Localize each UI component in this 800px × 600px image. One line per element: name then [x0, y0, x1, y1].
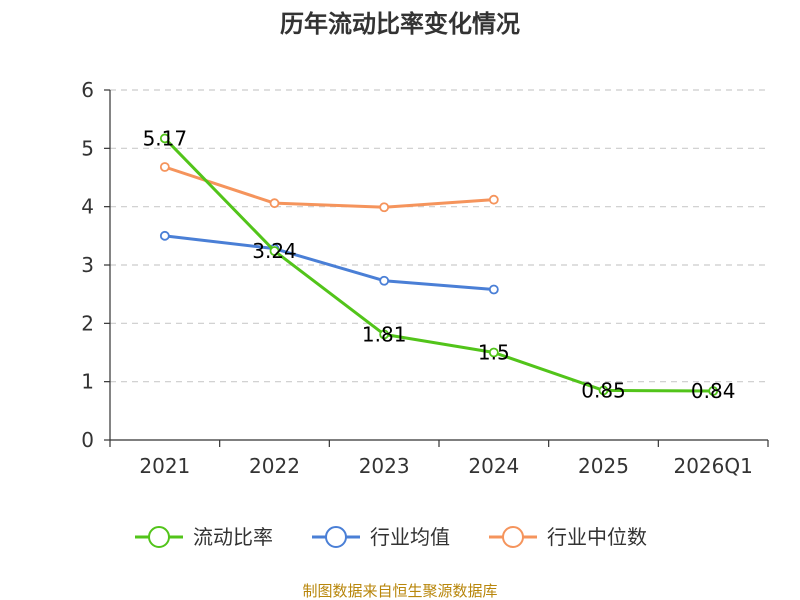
legend-swatch-marker [502, 526, 524, 548]
data-point [159, 133, 170, 144]
data-point [708, 386, 719, 396]
legend-label: 行业均值 [370, 525, 450, 549]
legend: 流动比率 行业均值 行业中位数 [135, 525, 647, 549]
data-point [488, 284, 499, 295]
data-label: 3.24 [252, 239, 297, 263]
chart-title: 历年流动比率变化情况 [280, 10, 520, 38]
data-label: 0.84 [691, 379, 736, 403]
y-tick-label: 2 [81, 311, 94, 335]
legend-label: 行业中位数 [547, 525, 647, 549]
data-point [379, 202, 390, 213]
legend-label: 流动比率 [193, 525, 273, 549]
data-point [159, 230, 170, 241]
x-tick-label: 2024 [468, 454, 519, 478]
data-label: 5.17 [143, 126, 188, 150]
data-labels: 5.17 3.24 1.81 1.5 0.85 0.84 [143, 126, 736, 403]
data-point [379, 275, 390, 286]
data-point [598, 385, 609, 396]
data-point [269, 246, 280, 256]
legend-item: 行业中位数 [489, 525, 647, 549]
y-tick-label: 5 [81, 136, 94, 160]
x-tick-label: 2022 [249, 454, 300, 478]
x-tick-label: 2025 [578, 454, 629, 478]
y-tick-label: 1 [81, 370, 94, 394]
y-tick-label: 6 [81, 78, 94, 102]
series [159, 133, 719, 396]
axes: 0 1 2 3 4 5 6 2021 2022 2023 2024 2025 2026Q1 [81, 78, 769, 478]
x-tick-label: 2023 [359, 454, 410, 478]
legend-swatch-marker [148, 526, 170, 548]
series-line [163, 136, 715, 393]
y-tick-label: 3 [81, 253, 94, 277]
data-point [488, 347, 499, 358]
series-line [163, 165, 496, 209]
data-point [488, 194, 499, 205]
legend-swatch-marker [325, 526, 347, 548]
y-tick-label: 4 [81, 195, 94, 219]
y-tick-label: 0 [81, 428, 94, 452]
data-point [269, 198, 280, 209]
data-point [159, 162, 170, 172]
data-label: 1.5 [478, 341, 510, 365]
legend-item: 行业均值 [312, 525, 450, 549]
x-tick-label: 2026Q1 [673, 454, 752, 478]
grid [110, 89, 768, 383]
data-point [379, 329, 390, 340]
data-label: 1.81 [362, 322, 407, 346]
series-line [163, 234, 496, 291]
x-tick-label: 2021 [139, 454, 190, 478]
data-label: 0.85 [581, 378, 626, 402]
legend-item: 流动比率 [135, 525, 273, 549]
source-note: 制图数据来自恒生聚源数据库 [302, 582, 497, 600]
